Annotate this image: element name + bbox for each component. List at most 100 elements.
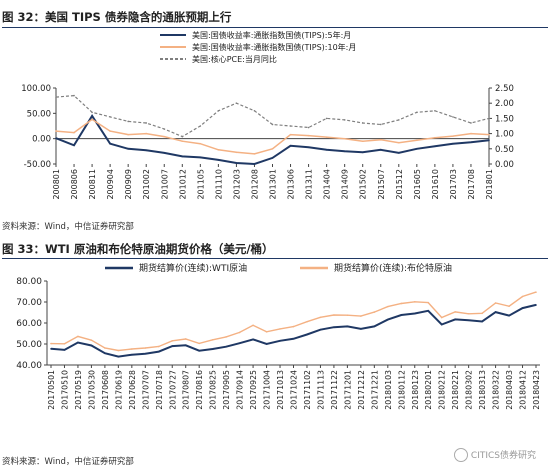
series-1-point-2: [77, 335, 79, 338]
series-2-point-0: [55, 96, 57, 98]
x-tick-label-10: 20170807: [182, 370, 191, 410]
series-0-point-16: [343, 150, 346, 153]
x-tick-label-4: 20170608: [101, 370, 110, 410]
chart-oil-futures: 期货结算价(连续):WTI原油 期货结算价(连续):布伦特原油 80.00 70.00…: [16, 262, 541, 410]
series-1-point-15: [325, 136, 328, 138]
series-2-point-21: [434, 110, 436, 112]
series-1-point-10: [235, 151, 238, 154]
x-tick-label-12: 20170825: [209, 370, 218, 410]
series-1-point-1: [63, 342, 66, 345]
figure-33-rule: [2, 258, 548, 259]
x-tick-label-36: 20180423: [532, 370, 541, 410]
series-0-point-19: [306, 333, 308, 336]
y-right-tick-label-3: 1.00: [495, 130, 514, 140]
series-1-point-16: [265, 331, 268, 333]
series-1-point-17: [361, 140, 364, 142]
x-tick-label-17: 201502: [359, 169, 368, 200]
series-1-point-3: [109, 130, 111, 132]
figure-32-title: 图 32：美国 TIPS 债券隐含的通胀预期上行: [2, 10, 232, 24]
x-tick-label-20: 201605: [413, 169, 422, 200]
x-tick-label-22: 201703: [449, 169, 458, 200]
series-2-point-9: [217, 110, 220, 112]
chart-tips-yields: 美国:国债收益率:通胀指数国债(TIPS):5年:月美国:国债收益率:通胀指数国…: [21, 30, 514, 200]
series-0-point-14: [307, 146, 310, 149]
x-tick-label-32: 20180313: [478, 370, 487, 410]
x-tick-label-1: 20170510: [60, 370, 69, 410]
series-0-point-8: [157, 350, 160, 353]
x-tick-label-35: 20180412: [519, 370, 528, 410]
x-tick-label-26: 20180112: [397, 370, 406, 410]
figure-33-title: 图 33：WTI 原油和布伦特原油期货价格（美元/桶）: [2, 242, 274, 256]
series-1-point-22: [346, 314, 349, 317]
legend-label-2: 美国:核心PCE:当月同比: [192, 54, 277, 64]
series-0-point-12: [271, 157, 274, 159]
series-1-point-5: [117, 349, 120, 352]
series-2-point-5: [145, 122, 148, 124]
x-tick-label-28: 20180201: [424, 370, 433, 410]
series-1-point-4: [104, 347, 106, 349]
series-2-point-15: [325, 117, 328, 120]
series-2-point-14: [307, 126, 310, 129]
figure-32: 图 32：美国 TIPS 债券隐含的通胀预期上行 美国:国债收益率:通胀指数国债…: [2, 10, 548, 232]
x-tick-label-31: 20180302: [465, 370, 474, 410]
y-right-tick-label-5: 0.00: [495, 160, 514, 170]
x-tick-label-16: 201409: [341, 169, 350, 200]
series-0-point-30: [454, 318, 456, 321]
x-tick-label-23: 20171212: [357, 370, 366, 410]
series-0-point-32: [481, 320, 483, 323]
series-1-point-1: [73, 131, 75, 134]
series-0-point-7: [181, 155, 184, 158]
figure-32-source: 资料来源：Wind，中信证券研究部: [2, 222, 134, 232]
series-1-point-12: [271, 148, 274, 150]
series-0-point-17: [279, 340, 281, 342]
series-0-point-15: [252, 338, 254, 341]
series-1-point-14: [307, 134, 310, 137]
x-tick-label-27: 20180123: [411, 370, 420, 410]
series-1-point-18: [379, 138, 382, 141]
series-1-point-4: [127, 133, 129, 136]
series-1-point-7: [181, 140, 184, 142]
x-tick-label-2: 20170519: [74, 370, 83, 410]
x-tick-label-24: 201801: [485, 169, 494, 200]
series-1-point-9: [217, 149, 220, 151]
series-2-point-3: [109, 116, 111, 118]
x-tick-label-29: 20180212: [438, 370, 447, 410]
series-2-point-11: [253, 110, 256, 112]
series-1-point-34: [508, 305, 510, 307]
y-left-tick-label-3: -50.00: [24, 160, 51, 170]
x-tick-label-7: 20170707: [141, 370, 150, 410]
y-left-tick-label-2: 0.00: [32, 135, 51, 145]
figure-33: 图 33：WTI 原油和布伦特原油期货价格（美元/桶） 期货结算价(连续):WT…: [0, 233, 550, 470]
series-1-point-2: [91, 118, 93, 121]
y-tick-label-2: 60.00: [16, 319, 42, 329]
series-1-point-10: [184, 338, 187, 340]
x-tick-label-23: 201708: [467, 169, 476, 200]
series-1-point-14: [238, 331, 241, 334]
series-0-point-15: [325, 149, 328, 151]
series-0-point-29: [440, 323, 443, 326]
series-1-point-6: [163, 135, 166, 138]
legend-label-0: 美国:国债收益率:通胀指数国债(TIPS):5年:月: [192, 30, 351, 40]
series-0-point-6: [163, 152, 166, 154]
series-2-point-17: [361, 122, 364, 124]
x-tick-label-25: 20180103: [384, 370, 393, 410]
x-tick-label-6: 20170628: [128, 370, 137, 410]
x-tick-label-0: 20170501: [47, 370, 56, 410]
y-tick-label-1: 70.00: [16, 298, 42, 308]
series-0-point-24: [373, 325, 376, 328]
x-tick-label-12: 201301: [269, 169, 278, 200]
series-0-point-22: [452, 142, 454, 145]
series-0-point-19: [397, 152, 400, 154]
series-1-point-35: [521, 295, 524, 298]
series-1-point-19: [397, 141, 400, 144]
series-2-point-7: [181, 135, 184, 138]
x-tick-label-30: 20180221: [451, 370, 460, 410]
y-tick-label-4: 40.00: [16, 361, 42, 371]
series-2-point-18: [379, 123, 382, 126]
series-0-point-3: [90, 344, 93, 347]
x-tick-label-15: 201404: [323, 169, 332, 200]
series-1-point-32: [481, 312, 483, 315]
series-0-point-6: [131, 353, 133, 356]
series-1-point-13: [289, 133, 292, 136]
series-1-point-29: [440, 316, 443, 319]
